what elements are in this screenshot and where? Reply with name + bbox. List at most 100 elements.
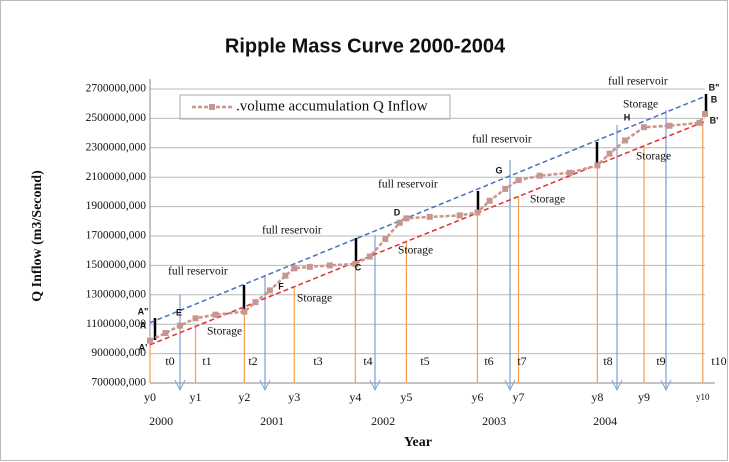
point-letter: D: [394, 207, 401, 217]
data-point: [162, 330, 169, 337]
arrow-head: [504, 379, 516, 392]
arrow-head: [660, 379, 672, 392]
x-axis-label: Year: [404, 435, 432, 450]
data-point: [212, 311, 219, 318]
interval-label: t8: [603, 354, 612, 368]
arrow-head: [259, 379, 271, 392]
chart-title: Ripple Mass Curve 2000-2004: [225, 35, 506, 57]
y-tick-label: 1900000,000: [86, 200, 147, 212]
interval-label: t9: [656, 354, 665, 368]
point-letter: H: [624, 112, 631, 122]
data-point: [352, 260, 359, 267]
annotation: full reservoir: [608, 76, 668, 88]
y-tick-label: 2500000,000: [86, 112, 147, 124]
data-point: [622, 137, 629, 144]
interval-label: t5: [420, 354, 429, 368]
arrow-head: [611, 379, 623, 392]
y-tick-label: 1300000,000: [86, 288, 147, 300]
data-point: [252, 299, 259, 306]
annotation: full reservoir: [168, 266, 228, 278]
data-point: [515, 177, 522, 184]
data-point: [192, 315, 199, 322]
data-point: [326, 262, 333, 269]
point-letter: A: [140, 320, 147, 330]
data-point: [536, 172, 543, 179]
period-label: y5: [400, 390, 412, 404]
y-tick-label: 900000,000: [91, 347, 146, 359]
annotation: full reservoir: [472, 134, 532, 146]
data-point: [396, 219, 403, 226]
interval-label: t1: [202, 354, 211, 368]
data-point: [666, 122, 673, 129]
data-point: [426, 213, 433, 220]
interval-label: t4: [363, 354, 372, 368]
annotation: Storage: [636, 151, 671, 163]
period-label: y9: [638, 390, 650, 404]
annotation: Storage: [297, 293, 332, 305]
y-axis-label: Q Inflow (m3/Second): [30, 170, 45, 302]
point-letter: C: [355, 262, 362, 272]
arrow-head: [174, 379, 186, 392]
interval-label: t2: [248, 354, 257, 368]
annotation: Storage: [398, 245, 433, 257]
annotation: Storage: [623, 99, 658, 111]
point-letter: B': [710, 115, 719, 125]
data-point: [696, 119, 703, 126]
data-point: [702, 110, 708, 117]
y-tick-label: 2300000,000: [86, 141, 147, 153]
data-point: [266, 287, 273, 294]
interval-label: t7: [517, 354, 526, 368]
data-point: [606, 150, 613, 157]
y-tick-label: 1500000,000: [86, 259, 147, 271]
y-tick-label: 2700000,000: [86, 83, 147, 95]
annotation: Storage: [530, 194, 565, 206]
point-letter: B": [709, 82, 720, 92]
x-tick-label: 2004: [593, 414, 617, 428]
x-tick-label: 2001: [260, 414, 284, 428]
annotation: full reservoir: [378, 179, 438, 191]
data-point: [366, 253, 373, 260]
data-point: [474, 209, 481, 216]
period-label: y8: [591, 390, 603, 404]
y-tick-label: 1700000,000: [86, 230, 147, 242]
data-point: [566, 169, 573, 176]
data-point: [147, 337, 153, 344]
point-letter: G: [495, 165, 502, 175]
period-label: y7: [513, 390, 525, 404]
data-point: [282, 272, 289, 279]
period-label: y10: [696, 392, 710, 402]
interval-label: t3: [313, 354, 322, 368]
data-point: [241, 308, 248, 315]
point-letter: E: [176, 307, 182, 317]
reference-line: [149, 95, 706, 324]
data-point: [176, 322, 183, 329]
point-letter: B: [711, 94, 718, 104]
period-label: y2: [238, 390, 250, 404]
period-label: y4: [349, 390, 361, 404]
data-point: [382, 235, 389, 242]
data-point: [291, 265, 298, 272]
reference-line: [149, 120, 706, 346]
data-point: [486, 197, 493, 204]
x-tick-label: 2003: [482, 414, 506, 428]
y-tick-label: 2100000,000: [86, 171, 147, 183]
period-label: y0: [144, 390, 156, 404]
interval-label: t6: [484, 354, 493, 368]
arrow-head: [369, 379, 381, 392]
annotation: Storage: [207, 326, 242, 338]
legend-label: .volume accumulation Q Inflow: [236, 98, 428, 114]
interval-label: t10: [711, 354, 726, 368]
legend-marker: [209, 104, 215, 110]
data-point: [640, 124, 647, 131]
data-point: [502, 185, 509, 192]
x-tick-label: 2002: [371, 414, 395, 428]
period-label: y6: [471, 390, 483, 404]
period-label: y1: [190, 390, 202, 404]
data-point: [456, 212, 463, 219]
data-point: [594, 162, 601, 169]
y-tick-label: 1100000,000: [86, 318, 146, 330]
interval-label: t0: [165, 354, 174, 368]
x-tick-label: 2000: [149, 414, 173, 428]
